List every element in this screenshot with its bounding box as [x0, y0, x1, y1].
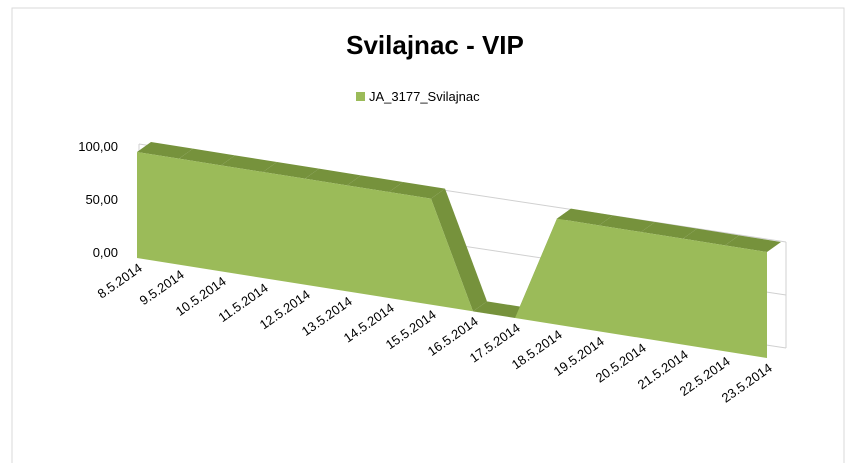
y-tick-label: 50,00 — [85, 192, 118, 207]
y-tick-label: 100,00 — [78, 139, 118, 154]
legend-swatch — [356, 92, 365, 101]
area-top — [221, 155, 277, 172]
area-top — [683, 228, 739, 246]
area-top — [557, 208, 613, 226]
area-top — [347, 175, 403, 192]
area-front — [137, 152, 767, 358]
y-tick-label: 0,00 — [93, 245, 118, 260]
area-top — [263, 162, 319, 179]
area-top — [641, 222, 697, 239]
area-top — [389, 182, 445, 199]
area-top — [725, 235, 781, 252]
area-top — [473, 301, 529, 318]
area-top — [305, 168, 361, 186]
area-top — [179, 148, 235, 166]
area-top — [431, 188, 487, 312]
legend-label: JA_3177_Svilajnac — [369, 89, 480, 104]
area-top — [137, 142, 193, 159]
chart-title: Svilajnac - VIP — [346, 30, 524, 60]
area-top — [599, 215, 655, 232]
